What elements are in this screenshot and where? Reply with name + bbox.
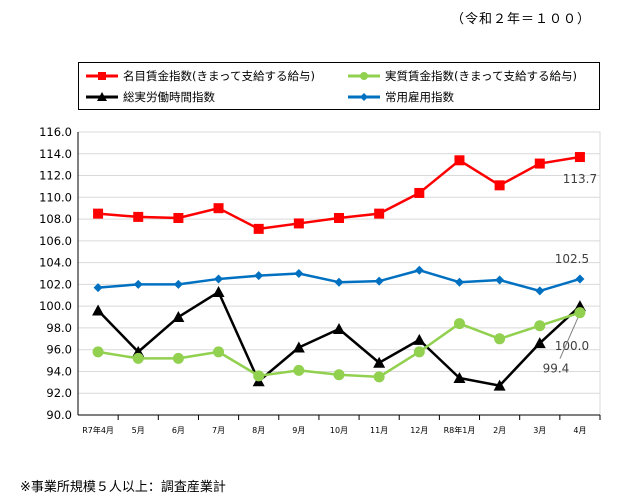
- point-employment: [454, 277, 464, 287]
- legend-swatch-nominal: [86, 72, 118, 80]
- point-nominal: [93, 208, 104, 219]
- annotation-real: 99.4: [543, 362, 570, 376]
- point-employment: [414, 265, 424, 275]
- base-note: （令和２年＝１００）: [450, 12, 591, 27]
- x-tick-label: 5月: [132, 426, 145, 435]
- y-tick-label: 114.0: [39, 147, 72, 161]
- point-employment: [294, 269, 304, 278]
- footnote: ※事業所規模５人以上：調査産業計: [20, 480, 226, 495]
- point-employment: [374, 276, 384, 286]
- annotation-nominal: 113.7: [563, 172, 597, 186]
- y-tick-label: 100.0: [39, 299, 72, 313]
- point-employment: [214, 274, 224, 284]
- point-hours: [493, 379, 506, 391]
- x-tick-label: 6月: [172, 426, 185, 435]
- legend-swatch-hours: [86, 92, 118, 101]
- legend-label-employment: 常用雇用指数: [385, 90, 454, 104]
- annotation-hours: 100.0: [555, 339, 589, 353]
- point-nominal: [213, 203, 224, 214]
- point-employment: [173, 279, 183, 289]
- point-employment: [535, 286, 545, 296]
- point-hours: [333, 323, 345, 335]
- point-nominal: [574, 152, 585, 163]
- x-tick-label: 11月: [370, 426, 388, 435]
- point-hours: [533, 337, 546, 349]
- point-hours: [292, 341, 305, 353]
- point-nominal: [133, 211, 144, 222]
- legend: 名目賃金指数(きまって支給する給与) 実質賃金指数(きまって支給する給与) 総実…: [78, 62, 600, 110]
- point-employment: [334, 277, 344, 287]
- point-real: [574, 307, 586, 319]
- y-tick-label: 96.0: [46, 343, 72, 357]
- point-employment: [133, 279, 143, 289]
- point-real: [132, 352, 144, 364]
- x-tick-label: 8月: [252, 426, 265, 435]
- x-tick-label: 3月: [533, 426, 546, 435]
- point-real: [92, 346, 104, 358]
- point-real: [494, 333, 506, 345]
- point-employment: [254, 271, 264, 281]
- y-tick-label: 112.0: [39, 169, 72, 183]
- y-tick-label: 102.0: [39, 277, 72, 291]
- point-real: [373, 371, 385, 383]
- point-nominal: [334, 212, 344, 223]
- point-real: [413, 346, 425, 358]
- point-hours: [453, 371, 466, 383]
- point-hours: [212, 286, 225, 298]
- y-tick-label: 110.0: [39, 190, 72, 204]
- x-tick-label: R7年4月: [82, 425, 114, 435]
- x-tick-label: 2月: [493, 426, 506, 435]
- x-tick-label: 12月: [410, 426, 428, 435]
- point-hours: [373, 356, 386, 368]
- x-tick-label: 10月: [330, 426, 348, 435]
- point-hours: [172, 311, 185, 323]
- annotation-employment: 102.5: [555, 252, 589, 266]
- legend-swatch-real: [348, 72, 380, 80]
- x-tick-label: 4月: [573, 426, 586, 435]
- point-real: [172, 352, 184, 364]
- point-nominal: [374, 208, 385, 219]
- point-nominal: [454, 155, 465, 166]
- point-nominal: [253, 223, 264, 234]
- legend-label-hours: 総実労働時間指数: [123, 90, 215, 104]
- y-tick-label: 92.0: [46, 386, 72, 400]
- point-real: [453, 318, 465, 330]
- point-employment: [575, 274, 585, 284]
- y-tick-label: 90.0: [46, 408, 72, 422]
- y-tick-label: 94.0: [46, 364, 72, 378]
- legend-label-real: 実質賃金指数(きまって支給する給与): [385, 69, 577, 83]
- point-real: [253, 370, 265, 382]
- point-employment: [93, 283, 103, 293]
- point-nominal: [293, 218, 304, 229]
- y-tick-label: 106.0: [39, 234, 72, 248]
- point-real: [333, 369, 345, 381]
- point-nominal: [414, 187, 425, 198]
- legend-swatch-employment: [348, 93, 380, 101]
- y-tick-label: 104.0: [39, 256, 72, 270]
- x-tick-label: 9月: [292, 426, 305, 435]
- point-real: [213, 346, 225, 358]
- annotation-leader-real: [559, 317, 579, 359]
- y-tick-label: 98.0: [46, 321, 72, 335]
- x-tick-label: 7月: [212, 426, 225, 435]
- y-tick-label: 108.0: [39, 212, 72, 226]
- point-real: [293, 364, 305, 376]
- point-hours: [413, 333, 426, 345]
- point-employment: [495, 275, 505, 285]
- point-nominal: [173, 212, 184, 223]
- point-nominal: [534, 158, 545, 169]
- y-tick-label: 116.0: [39, 125, 72, 139]
- point-hours: [92, 304, 105, 316]
- legend-label-nominal: 名目賃金指数(きまって支給する給与): [123, 69, 315, 83]
- point-nominal: [494, 180, 505, 191]
- series-line-real: [97, 311, 581, 379]
- x-tick-label: R8年1月: [444, 425, 476, 435]
- point-real: [534, 320, 546, 332]
